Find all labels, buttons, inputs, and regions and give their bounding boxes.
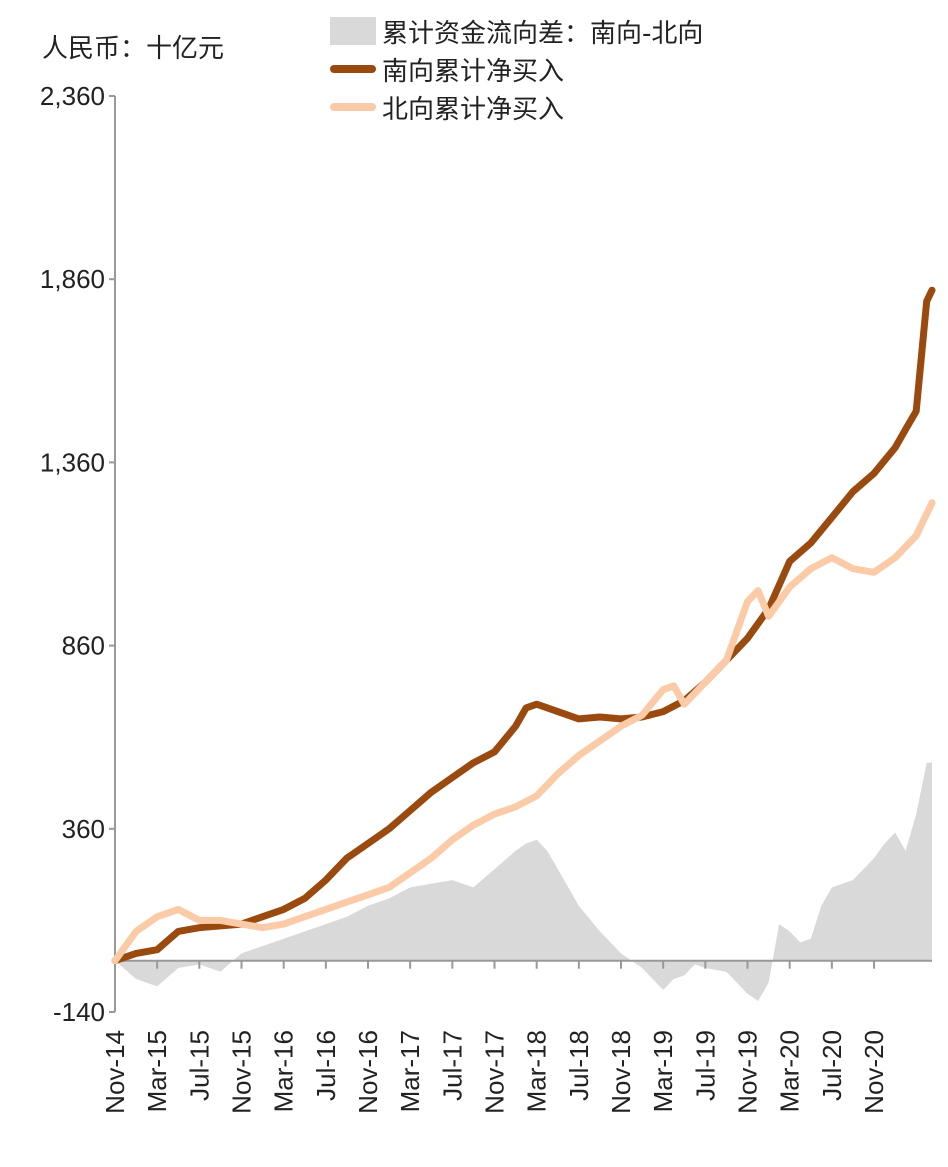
legend-label: 南向累计净买入: [382, 56, 565, 87]
y-tick-label: 360: [62, 814, 105, 844]
y-tick-label: 860: [62, 631, 105, 661]
x-tick-label: Nov-20: [859, 1030, 889, 1114]
y-tick-label: 2,360: [40, 81, 105, 111]
series-line-southbound: [111, 286, 936, 965]
y-tick-label: 1,360: [40, 447, 105, 477]
x-tick-label: Nov-16: [353, 1030, 383, 1114]
legend-swatch-line: [330, 65, 376, 73]
x-tick-label: Mar-16: [269, 1030, 299, 1112]
legend-label: 累计资金流向差：南向-北向: [382, 18, 704, 49]
x-tick-label: Mar-18: [522, 1030, 552, 1112]
area-layer: [115, 762, 932, 1001]
x-tick-label: Jul-17: [437, 1030, 467, 1101]
legend-swatch-line: [330, 103, 376, 111]
series-area-flow-diff: [115, 762, 932, 1001]
x-tick-label: Jul-20: [817, 1030, 847, 1101]
axis-layer: [109, 95, 932, 1013]
series-line-northbound: [111, 499, 936, 965]
y-tick-label: -140: [53, 997, 105, 1027]
x-tick-label: Mar-17: [395, 1030, 425, 1112]
legend-swatch-area: [330, 17, 376, 45]
y-tick-label: 1,860: [40, 264, 105, 294]
x-tick-labels: Nov-14 Mar-15 Jul-15 Nov-15 Mar-16 Jul-16 Nov-…: [100, 1030, 889, 1114]
x-tick-label: Nov-17: [480, 1030, 510, 1114]
y-tick-labels: 2,360 1,860 1,360 860 360 -140: [40, 81, 105, 1027]
x-tick-label: Nov-14: [100, 1030, 130, 1114]
x-tick-label: Nov-18: [606, 1030, 636, 1114]
x-tick-label: Nov-19: [733, 1030, 763, 1114]
legend-item-southbound: 南向累计净买入: [330, 50, 703, 88]
x-tick-label: Jul-16: [311, 1030, 341, 1101]
x-tick-label: Jul-15: [184, 1030, 214, 1101]
line-layer: [111, 286, 936, 965]
x-tick-label: Mar-19: [648, 1030, 678, 1112]
x-tick-label: Mar-20: [775, 1030, 805, 1112]
x-tick-label: Jul-18: [564, 1030, 594, 1101]
x-tick-label: Mar-15: [142, 1030, 172, 1112]
x-tick-label: Nov-15: [227, 1030, 257, 1114]
legend: 累计资金流向差：南向-北向 南向累计净买入 北向累计净买入: [330, 12, 703, 126]
x-tick-label: Jul-19: [690, 1030, 720, 1101]
legend-label: 北向累计净买入: [382, 94, 565, 125]
legend-item-flow-diff: 累计资金流向差：南向-北向: [330, 12, 703, 50]
unit-label: 人民币：十亿元: [42, 34, 225, 64]
legend-item-northbound: 北向累计净买入: [330, 88, 703, 126]
